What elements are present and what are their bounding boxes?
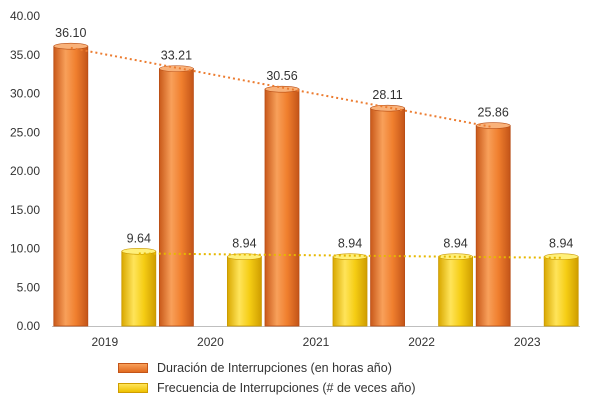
bar-top-cap — [332, 253, 368, 261]
data-label: 9.64 — [127, 231, 151, 245]
y-tick-label: 40.00 — [10, 9, 40, 23]
bar-frecuencia — [121, 250, 157, 327]
trendline-frecuencia — [138, 252, 562, 259]
y-tick-label: 15.00 — [10, 203, 40, 217]
y-tick-label: 10.00 — [10, 242, 40, 256]
y-tick-label: 35.00 — [10, 48, 40, 62]
bar-duracion — [264, 88, 300, 327]
legend-item-duracion: Duración de Interrupciones (en horas año… — [118, 358, 415, 378]
bar-frecuencia — [543, 256, 579, 327]
y-tick-label: 20.00 — [10, 164, 40, 178]
x-tick-label: 2019 — [91, 335, 118, 349]
bar-duracion — [475, 125, 511, 327]
bar-top-cap — [475, 122, 511, 129]
bar-top-cap — [53, 42, 89, 50]
legend: Duración de Interrupciones (en horas año… — [118, 358, 415, 398]
bar-frecuencia — [226, 256, 262, 327]
data-label: 8.94 — [549, 237, 573, 251]
data-label: 28.11 — [372, 88, 402, 102]
bar-top-cap — [264, 85, 300, 93]
y-tick-label: 5.00 — [17, 280, 41, 294]
data-label: 33.21 — [161, 49, 192, 63]
legend-swatch-frecuencia — [118, 383, 148, 393]
bar-duracion — [370, 107, 406, 327]
x-tick-label: 2023 — [514, 335, 541, 349]
legend-swatch-duracion — [118, 363, 148, 373]
y-tick-label: 30.00 — [10, 87, 40, 101]
legend-label-frecuencia: Frecuencia de Interrupciones (# de veces… — [157, 381, 416, 395]
legend-label-duracion: Duración de Interrupciones (en horas año… — [157, 361, 392, 375]
bar-frecuencia — [332, 256, 368, 327]
y-tick-label: 0.00 — [17, 319, 41, 333]
trendline-duracion — [70, 46, 494, 129]
x-tick-label: 2022 — [408, 335, 435, 349]
x-tick-label: 2021 — [303, 335, 330, 349]
data-label: 36.10 — [55, 26, 86, 40]
bar-frecuencia — [438, 256, 474, 327]
y-tick-label: 25.00 — [10, 125, 40, 139]
legend-item-frecuencia: Frecuencia de Interrupciones (# de veces… — [118, 378, 415, 398]
data-label: 30.56 — [266, 69, 297, 83]
x-tick-label: 2020 — [197, 335, 224, 349]
bar-duracion — [158, 68, 194, 327]
data-label: 8.94 — [232, 237, 256, 251]
data-label: 8.94 — [443, 237, 467, 251]
bar-duracion — [53, 45, 89, 327]
data-label: 25.86 — [478, 106, 509, 120]
data-label: 8.94 — [338, 237, 362, 251]
bar-top-cap — [159, 65, 194, 72]
